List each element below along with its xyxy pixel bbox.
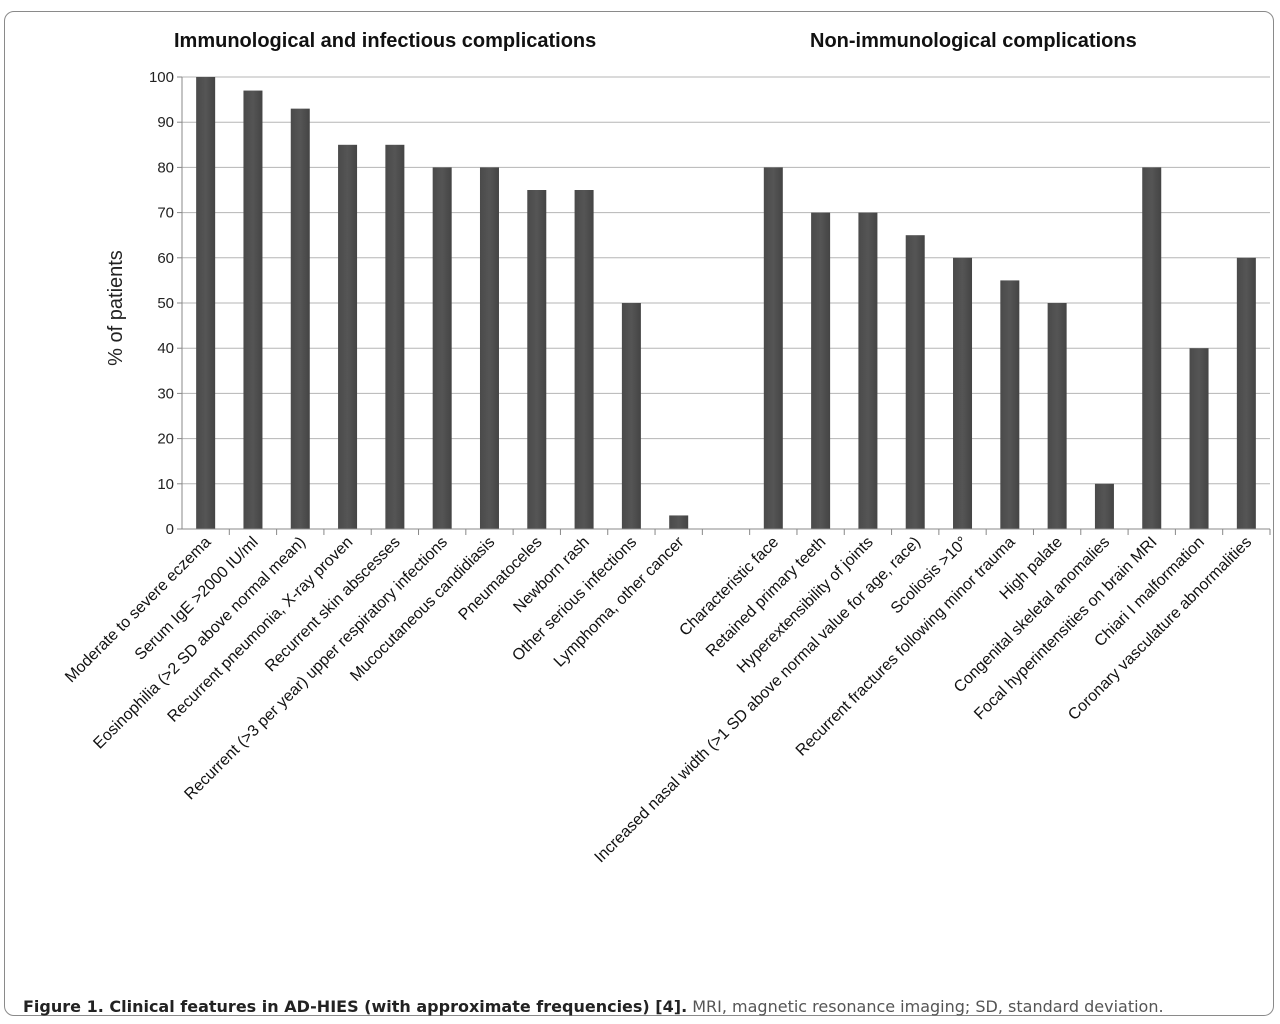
y-tick-label: 30 (157, 385, 174, 402)
bar (858, 212, 878, 529)
bar (243, 90, 263, 529)
group-title-immunological: Immunological and infectious complicatio… (174, 30, 597, 52)
x-category-label: Recurrent fractures following minor trau… (793, 534, 1019, 760)
caption-title: Figure 1. Clinical features in AD-HIES (… (23, 997, 688, 1016)
bar (763, 167, 783, 529)
caption-text: MRI, magnetic resonance imaging; SD, sta… (687, 997, 1164, 1016)
y-tick-label: 0 (166, 521, 174, 538)
figure-caption: Figure 1. Clinical features in AD-HIES (… (23, 997, 1164, 1016)
y-axis-label: % of patients (105, 250, 127, 366)
y-tick-label: 40 (157, 340, 174, 357)
bar (574, 190, 594, 529)
y-tick-label: 10 (157, 476, 174, 493)
bar (669, 515, 689, 529)
bar (905, 235, 925, 529)
y-tick-label: 20 (157, 431, 174, 448)
bar (338, 144, 358, 530)
bar (1047, 303, 1067, 529)
bar (432, 167, 452, 529)
x-category-label: Pneumatoceles (456, 534, 546, 624)
y-tick-label: 70 (157, 205, 174, 222)
bar (1142, 167, 1162, 529)
bar (1094, 483, 1114, 529)
group-title-non-immunological: Non-immunological complications (810, 30, 1137, 52)
bar (1000, 280, 1020, 529)
y-tick-label: 50 (157, 295, 174, 312)
y-tick-label: 60 (157, 250, 174, 267)
bar (527, 190, 547, 529)
y-tick-label: 100 (149, 69, 174, 86)
bar (953, 257, 973, 529)
bar (479, 167, 499, 529)
bar (1189, 348, 1209, 529)
bar (811, 212, 831, 529)
y-tick-label: 90 (157, 114, 174, 131)
y-tick-label: 80 (157, 159, 174, 176)
bar (1236, 257, 1256, 529)
bar (385, 144, 405, 530)
bar (290, 108, 310, 529)
bar (621, 303, 641, 529)
bar (196, 77, 216, 529)
